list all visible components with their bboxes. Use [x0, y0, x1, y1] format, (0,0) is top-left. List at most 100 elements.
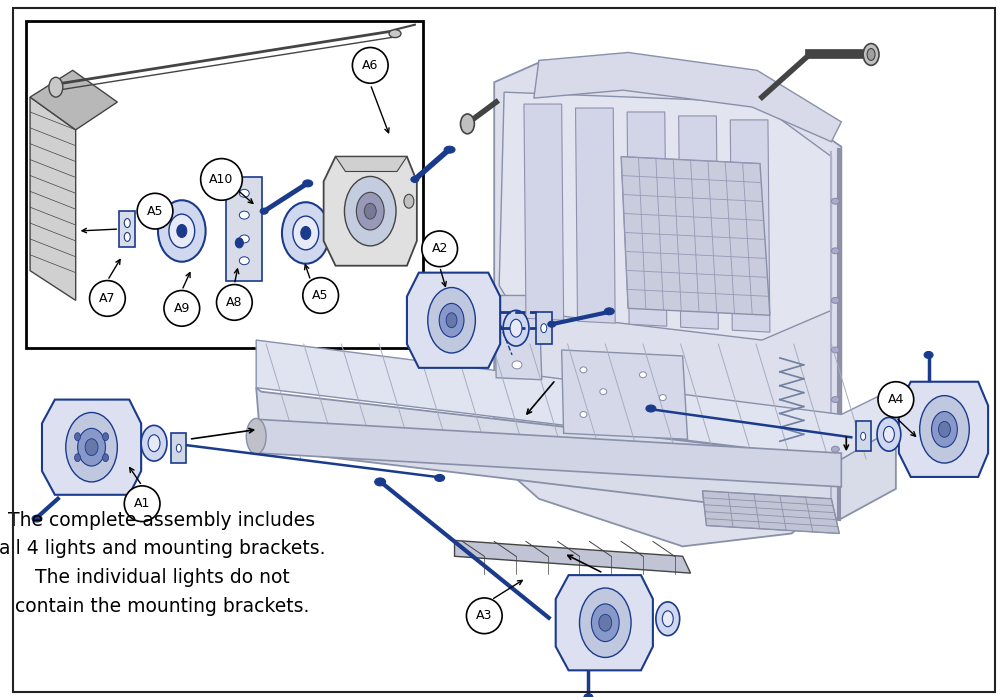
Polygon shape: [30, 70, 117, 130]
Polygon shape: [556, 575, 653, 671]
Ellipse shape: [503, 310, 529, 346]
Ellipse shape: [235, 238, 243, 248]
Polygon shape: [679, 116, 718, 329]
Ellipse shape: [656, 602, 680, 636]
Bar: [171, 433, 186, 463]
Ellipse shape: [66, 412, 117, 482]
Ellipse shape: [176, 444, 181, 452]
Ellipse shape: [924, 351, 933, 358]
Ellipse shape: [49, 77, 63, 97]
Text: A4: A4: [888, 393, 904, 406]
Ellipse shape: [883, 426, 894, 442]
Ellipse shape: [435, 475, 445, 482]
Ellipse shape: [580, 412, 587, 417]
Ellipse shape: [411, 176, 419, 183]
Ellipse shape: [863, 43, 879, 65]
Polygon shape: [324, 157, 417, 266]
Polygon shape: [336, 157, 407, 172]
Ellipse shape: [364, 203, 376, 219]
Ellipse shape: [920, 395, 969, 463]
Circle shape: [137, 193, 173, 229]
Ellipse shape: [580, 367, 587, 373]
Polygon shape: [627, 112, 667, 326]
Ellipse shape: [239, 235, 249, 243]
Circle shape: [303, 278, 339, 314]
Ellipse shape: [510, 319, 522, 337]
Text: A7: A7: [99, 292, 116, 305]
Ellipse shape: [103, 454, 109, 462]
Polygon shape: [730, 120, 770, 332]
Bar: [226, 177, 262, 281]
Ellipse shape: [389, 29, 401, 38]
Circle shape: [352, 48, 388, 83]
Ellipse shape: [428, 288, 475, 353]
Ellipse shape: [646, 405, 656, 412]
Ellipse shape: [344, 176, 396, 246]
Polygon shape: [524, 104, 564, 320]
Text: A6: A6: [362, 59, 378, 72]
Polygon shape: [576, 108, 615, 323]
Ellipse shape: [124, 232, 130, 241]
Polygon shape: [407, 272, 500, 368]
Ellipse shape: [282, 202, 330, 264]
Ellipse shape: [831, 446, 839, 452]
Ellipse shape: [303, 180, 313, 187]
Ellipse shape: [260, 208, 268, 214]
Ellipse shape: [439, 303, 464, 337]
Circle shape: [422, 231, 458, 267]
Polygon shape: [899, 382, 988, 477]
Ellipse shape: [599, 615, 612, 631]
Polygon shape: [534, 52, 841, 141]
Ellipse shape: [103, 433, 109, 440]
Circle shape: [466, 598, 502, 634]
Ellipse shape: [541, 323, 547, 332]
Ellipse shape: [301, 227, 311, 239]
Bar: [856, 421, 871, 452]
Ellipse shape: [85, 439, 98, 456]
Text: A5: A5: [147, 204, 163, 218]
Ellipse shape: [584, 694, 593, 700]
Polygon shape: [562, 350, 688, 440]
Polygon shape: [42, 400, 141, 495]
Ellipse shape: [239, 257, 249, 265]
Polygon shape: [494, 295, 542, 380]
Ellipse shape: [75, 454, 81, 462]
Ellipse shape: [604, 308, 614, 315]
Bar: [536, 312, 552, 344]
Circle shape: [90, 281, 125, 316]
Polygon shape: [621, 157, 770, 315]
Polygon shape: [702, 491, 839, 533]
Ellipse shape: [831, 248, 839, 254]
Polygon shape: [455, 540, 691, 573]
Ellipse shape: [246, 419, 266, 454]
Text: The complete assembly includes
all 4 lights and mounting brackets.
The individua: The complete assembly includes all 4 lig…: [0, 510, 325, 616]
Ellipse shape: [446, 313, 457, 328]
Ellipse shape: [579, 588, 631, 657]
Circle shape: [878, 382, 914, 417]
Ellipse shape: [861, 433, 866, 440]
Text: A9: A9: [174, 302, 190, 315]
Ellipse shape: [124, 218, 130, 228]
Ellipse shape: [444, 146, 455, 153]
Ellipse shape: [600, 389, 607, 395]
Ellipse shape: [512, 336, 522, 344]
Text: A1: A1: [134, 497, 150, 510]
Ellipse shape: [932, 412, 957, 447]
Text: A10: A10: [209, 173, 234, 186]
Polygon shape: [30, 97, 76, 300]
Polygon shape: [256, 388, 896, 519]
Ellipse shape: [831, 397, 839, 402]
Ellipse shape: [78, 428, 105, 466]
Ellipse shape: [158, 200, 206, 262]
Circle shape: [217, 284, 252, 320]
Ellipse shape: [512, 361, 522, 369]
Polygon shape: [499, 92, 831, 340]
Ellipse shape: [662, 611, 673, 626]
Ellipse shape: [356, 193, 384, 230]
Text: A5: A5: [312, 289, 329, 302]
Ellipse shape: [831, 298, 839, 303]
Ellipse shape: [32, 515, 42, 522]
Circle shape: [164, 290, 200, 326]
Ellipse shape: [239, 211, 249, 219]
Circle shape: [201, 159, 242, 200]
